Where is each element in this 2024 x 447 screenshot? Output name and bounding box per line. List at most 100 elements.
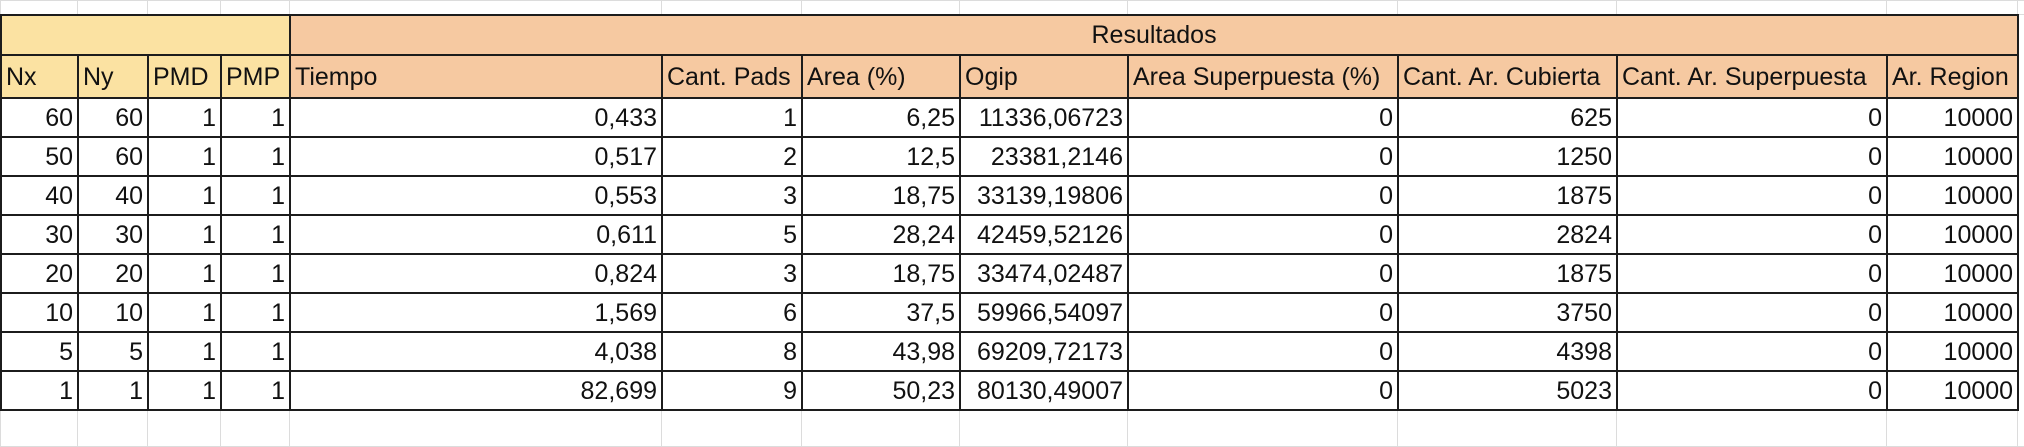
- table-cell[interactable]: 10000: [1885, 292, 2020, 333]
- table-cell[interactable]: 1: [220, 97, 291, 138]
- column-header-ny[interactable]: Ny: [77, 54, 149, 99]
- table-cell[interactable]: 0: [1127, 136, 1399, 177]
- table-cell[interactable]: 11336,06723: [959, 97, 1129, 138]
- table-cell[interactable]: 43,98: [801, 331, 961, 372]
- table-cell[interactable]: 1: [220, 331, 291, 372]
- table-cell[interactable]: 82,699: [289, 370, 663, 411]
- table-cell[interactable]: 2824: [1397, 214, 1618, 255]
- table-cell[interactable]: 10000: [1885, 175, 2020, 216]
- table-cell[interactable]: 1875: [1397, 253, 1618, 294]
- table-cell[interactable]: 0: [1616, 136, 1888, 177]
- table-cell[interactable]: 0: [1127, 370, 1399, 411]
- table-cell[interactable]: 0: [1127, 175, 1399, 216]
- resultados-header-cell[interactable]: Resultados: [288, 14, 2020, 56]
- table-cell[interactable]: 1: [147, 292, 222, 333]
- table-cell[interactable]: 18,75: [801, 175, 961, 216]
- table-cell[interactable]: 9: [661, 370, 803, 411]
- table-cell[interactable]: 3: [661, 253, 803, 294]
- table-cell[interactable]: 0: [1127, 331, 1399, 372]
- table-cell[interactable]: 0: [1127, 214, 1399, 255]
- table-cell[interactable]: 60: [77, 97, 149, 138]
- column-header-ogip[interactable]: Ogip: [959, 54, 1129, 99]
- input-group-header-cell[interactable]: [0, 14, 291, 56]
- table-cell[interactable]: 6,25: [801, 97, 961, 138]
- table-cell[interactable]: 5023: [1397, 370, 1618, 411]
- table-cell[interactable]: 40: [77, 175, 149, 216]
- column-header-cant-ar-superpuesta[interactable]: Cant. Ar. Superpuesta: [1616, 54, 1888, 99]
- column-header-pmp[interactable]: PMP: [220, 54, 291, 99]
- table-cell[interactable]: 33139,19806: [959, 175, 1129, 216]
- table-cell[interactable]: 8: [661, 331, 803, 372]
- table-cell[interactable]: 10: [0, 292, 79, 333]
- table-cell[interactable]: 1: [147, 97, 222, 138]
- table-cell[interactable]: 10000: [1885, 136, 2020, 177]
- table-cell[interactable]: 625: [1397, 97, 1618, 138]
- table-cell[interactable]: 80130,49007: [959, 370, 1129, 411]
- table-cell[interactable]: 4398: [1397, 331, 1618, 372]
- table-cell[interactable]: 42459,52126: [959, 214, 1129, 255]
- table-cell[interactable]: 0,824: [289, 253, 663, 294]
- table-cell[interactable]: 1: [220, 370, 291, 411]
- table-cell[interactable]: 20: [0, 253, 79, 294]
- table-cell[interactable]: 10000: [1885, 97, 2020, 138]
- table-cell[interactable]: 50,23: [801, 370, 961, 411]
- table-cell[interactable]: 10000: [1885, 331, 2020, 372]
- table-cell[interactable]: 1: [220, 136, 291, 177]
- table-cell[interactable]: 5: [661, 214, 803, 255]
- table-cell[interactable]: 59966,54097: [959, 292, 1129, 333]
- table-cell[interactable]: 18,75: [801, 253, 961, 294]
- table-cell[interactable]: 1: [220, 214, 291, 255]
- table-cell[interactable]: 1875: [1397, 175, 1618, 216]
- table-cell[interactable]: 30: [77, 214, 149, 255]
- column-header-area-superpuesta[interactable]: Area Superpuesta (%): [1127, 54, 1399, 99]
- table-cell[interactable]: 1: [220, 175, 291, 216]
- table-cell[interactable]: 0: [1616, 370, 1888, 411]
- table-cell[interactable]: 30: [0, 214, 79, 255]
- table-cell[interactable]: 0,611: [289, 214, 663, 255]
- table-cell[interactable]: 2: [661, 136, 803, 177]
- table-cell[interactable]: 0: [1616, 253, 1888, 294]
- table-cell[interactable]: 1: [147, 253, 222, 294]
- table-cell[interactable]: 1: [77, 370, 149, 411]
- table-cell[interactable]: 23381,2146: [959, 136, 1129, 177]
- table-cell[interactable]: 0,433: [289, 97, 663, 138]
- table-cell[interactable]: 0,517: [289, 136, 663, 177]
- table-cell[interactable]: 69209,72173: [959, 331, 1129, 372]
- table-cell[interactable]: 5: [77, 331, 149, 372]
- table-cell[interactable]: 1: [661, 97, 803, 138]
- table-cell[interactable]: 1: [147, 175, 222, 216]
- table-cell[interactable]: 6: [661, 292, 803, 333]
- table-cell[interactable]: 60: [77, 136, 149, 177]
- table-cell[interactable]: 0: [1127, 253, 1399, 294]
- table-cell[interactable]: 0: [1616, 331, 1888, 372]
- table-cell[interactable]: 1250: [1397, 136, 1618, 177]
- column-header-tiempo[interactable]: Tiempo: [289, 54, 663, 99]
- table-cell[interactable]: 1: [220, 292, 291, 333]
- table-cell[interactable]: 40: [0, 175, 79, 216]
- table-cell[interactable]: 3750: [1397, 292, 1618, 333]
- table-cell[interactable]: 1: [220, 253, 291, 294]
- table-cell[interactable]: 10000: [1885, 214, 2020, 255]
- table-cell[interactable]: 28,24: [801, 214, 961, 255]
- table-cell[interactable]: 37,5: [801, 292, 961, 333]
- column-header-ar-region[interactable]: Ar. Region: [1885, 54, 2020, 99]
- column-header-pmd[interactable]: PMD: [147, 54, 222, 99]
- column-header-area[interactable]: Area (%): [801, 54, 961, 99]
- table-cell[interactable]: 0: [1616, 175, 1888, 216]
- table-cell[interactable]: 10: [77, 292, 149, 333]
- table-cell[interactable]: 50: [0, 136, 79, 177]
- table-cell[interactable]: 0: [1127, 97, 1399, 138]
- table-cell[interactable]: 1: [0, 370, 79, 411]
- table-cell[interactable]: 33474,02487: [959, 253, 1129, 294]
- table-cell[interactable]: 1,569: [289, 292, 663, 333]
- table-cell[interactable]: 60: [0, 97, 79, 138]
- table-cell[interactable]: 10000: [1885, 370, 2020, 411]
- table-cell[interactable]: 0: [1616, 214, 1888, 255]
- table-cell[interactable]: 12,5: [801, 136, 961, 177]
- table-cell[interactable]: 10000: [1885, 253, 2020, 294]
- table-cell[interactable]: 5: [0, 331, 79, 372]
- column-header-cant-ar-cubierta[interactable]: Cant. Ar. Cubierta: [1397, 54, 1618, 99]
- table-cell[interactable]: 0: [1127, 292, 1399, 333]
- column-header-nx[interactable]: Nx: [0, 54, 79, 99]
- table-cell[interactable]: 20: [77, 253, 149, 294]
